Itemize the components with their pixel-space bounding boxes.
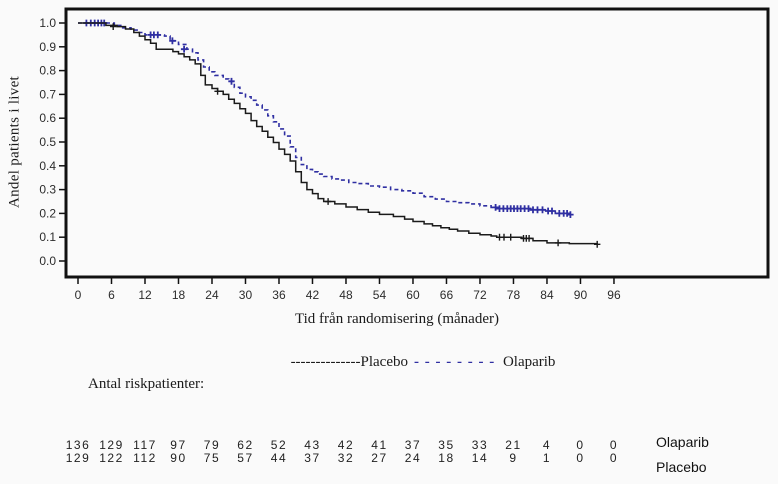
x-tick-label: 96	[607, 288, 621, 302]
x-tick-label: 0	[75, 288, 82, 302]
legend-label-olaparib: Olaparib	[502, 354, 556, 370]
x-tick-label: 60	[406, 288, 420, 302]
x-tick-label: 42	[306, 288, 320, 302]
risk-value-placebo: 57	[237, 451, 254, 465]
risk-value-olaparib: 0	[609, 438, 619, 452]
risk-value-olaparib: 33	[471, 438, 489, 452]
y-tick-label: 0.6	[39, 111, 56, 125]
risk-value-olaparib: 21	[505, 438, 522, 452]
risk-value-placebo: 1	[542, 451, 552, 465]
y-tick-label: 0.1	[39, 230, 56, 244]
placebo-line-sample: --------------	[290, 354, 361, 370]
risk-value-olaparib: 129	[99, 438, 124, 452]
risk-value-placebo: 32	[337, 451, 355, 465]
x-tick-label: 66	[440, 288, 454, 302]
x-tick-label: 84	[540, 288, 554, 302]
risk-value-placebo: 24	[404, 451, 422, 465]
x-tick-label: 54	[373, 288, 387, 302]
plot-border	[64, 7, 770, 279]
risk-value-placebo: 14	[471, 451, 489, 465]
x-tick-label: 24	[205, 288, 219, 302]
y-tick-label: 0.0	[39, 254, 56, 268]
y-tick-label: 1.0	[39, 16, 56, 30]
risk-value-olaparib: 43	[304, 438, 321, 452]
risk-value-olaparib: 79	[203, 438, 221, 452]
olaparib-line-sample: - - - - - - - -	[413, 354, 496, 370]
y-tick-label: 0.5	[39, 135, 56, 149]
risk-table-header: Antal riskpatienter:	[88, 376, 205, 392]
risk-value-olaparib: 52	[270, 438, 288, 452]
risk-value-placebo: 37	[304, 451, 321, 465]
risk-row-label-placebo: Placebo	[656, 459, 707, 475]
risk-value-placebo: 0	[576, 451, 585, 465]
x-tick-label: 48	[339, 288, 353, 302]
risk-value-placebo: 129	[65, 451, 91, 465]
risk-value-placebo: 75	[203, 451, 221, 465]
x-tick-label: 12	[138, 288, 152, 302]
y-tick-label: 0.4	[39, 159, 56, 173]
x-tick-label: 90	[574, 288, 588, 302]
risk-value-placebo: 0	[609, 451, 619, 465]
risk-value-placebo: 18	[438, 451, 455, 465]
x-tick-label: 6	[108, 288, 115, 302]
risk-row-label-olaparib: Olaparib	[656, 434, 709, 450]
legend-label-placebo: Placebo	[360, 354, 408, 370]
risk-value-olaparib: 37	[404, 438, 422, 452]
risk-value-olaparib: 97	[170, 438, 187, 452]
x-tick-label: 18	[172, 288, 186, 302]
risk-value-olaparib: 0	[576, 438, 585, 452]
y-axis-title: Andel patients i livet	[6, 76, 23, 208]
risk-value-placebo: 9	[509, 451, 518, 465]
risk-value-olaparib: 62	[237, 438, 254, 452]
risk-value-olaparib: 117	[133, 438, 157, 452]
risk-value-placebo: 90	[170, 451, 187, 465]
risk-value-placebo: 27	[371, 451, 388, 465]
placebo-curve	[78, 22, 598, 245]
y-tick-label: 0.3	[39, 183, 56, 197]
x-tick-label: 72	[473, 288, 487, 302]
risk-value-olaparib: 42	[337, 438, 355, 452]
y-tick-label: 0.2	[39, 206, 56, 220]
placebo-censor-marks	[110, 23, 601, 248]
risk-value-placebo: 44	[270, 451, 288, 465]
x-axis-title: Tid från randomisering (månader)	[295, 311, 499, 327]
risk-value-olaparib: 136	[65, 438, 91, 452]
risk-value-olaparib: 4	[542, 438, 552, 452]
legend: --------------Placebo - - - - - - - - Ola…	[34, 354, 778, 371]
y-tick-label: 0.7	[39, 87, 56, 101]
risk-value-placebo: 122	[99, 451, 124, 465]
y-tick-label: 0.8	[39, 64, 56, 78]
risk-value-olaparib: 41	[371, 438, 388, 452]
x-tick-label: 36	[272, 288, 286, 302]
risk-value-placebo: 112	[133, 451, 157, 465]
km-plot-area: 0.0 0.1 0.2 0.3 0.4 0.5 0.6 0.7 0.8 0.9 1.0 0 6 12 18 2…	[39, 7, 770, 302]
olaparib-curve	[78, 22, 573, 215]
x-tick-label: 78	[507, 288, 521, 302]
y-tick-label: 0.9	[39, 40, 56, 54]
x-tick-label: 30	[239, 288, 253, 302]
risk-value-olaparib: 35	[438, 438, 455, 452]
